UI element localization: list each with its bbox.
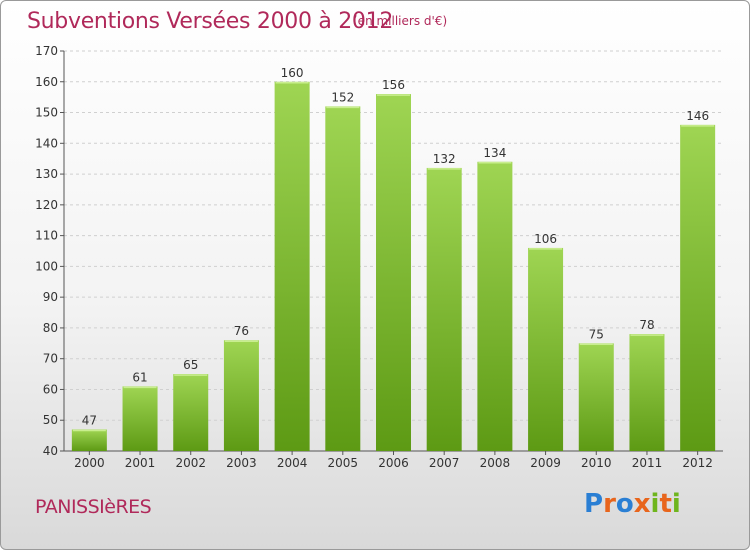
bar [680,124,716,451]
bar [629,334,665,451]
bar [477,161,513,451]
bars [71,81,716,452]
data-label: 132 [433,152,456,166]
y-axis-ticks: 40 50 60 70 80 90 100 110 120 130 140 150 160 170 [35,44,64,458]
bar [274,81,310,452]
bar [122,386,158,451]
y-tick-label: 80 [43,321,58,335]
logo-letter: x [633,489,651,519]
x-tick-label: 2006 [378,456,409,470]
bar [376,94,411,452]
x-tick-label: 2001 [125,456,156,470]
x-tick-label: 2012 [682,456,713,470]
logo-letter: i [650,489,660,519]
x-axis-ticks: 2000 2001 2002 2003 2004 2005 2006 2007 2008 2009… [74,451,713,470]
bar [71,429,107,451]
y-tick-label: 170 [35,44,58,58]
chart-title: Subventions Versées 2000 à 2012 [27,9,394,34]
bar [426,167,462,451]
data-label: 78 [639,318,654,332]
x-tick-label: 2003 [226,456,257,470]
data-label: 160 [281,66,304,80]
x-tick-label: 2010 [581,456,612,470]
x-tick-label: 2008 [480,456,511,470]
bar [223,340,259,451]
bar [173,374,209,451]
data-label: 152 [331,90,354,104]
y-tick-label: 70 [43,352,58,366]
y-tick-label: 40 [43,444,58,458]
y-tick-label: 160 [35,75,58,89]
commune-name: PANISSIèRES [35,496,152,518]
y-tick-label: 90 [43,290,58,304]
x-tick-label: 2007 [429,456,460,470]
x-tick-label: 2004 [277,456,308,470]
data-label: 75 [589,327,604,341]
x-tick-label: 2002 [175,456,206,470]
bar [325,106,361,451]
logo-letter: r [603,489,616,519]
y-tick-label: 100 [35,259,58,273]
y-tick-label: 150 [35,106,58,120]
y-tick-label: 50 [43,413,58,427]
data-label: 61 [132,370,147,384]
data-label: 134 [483,146,506,160]
x-tick-label: 2005 [328,456,359,470]
data-labels: 47 61 65 76 160 152 156 132 134 106 75 78 146 [82,66,709,428]
y-tick-label: 60 [43,382,58,396]
data-label: 76 [234,324,249,338]
data-label: 65 [183,358,198,372]
bar [528,247,564,451]
logo-letter: t [659,489,672,519]
y-tick-label: 140 [35,136,58,150]
logo-letter: o [615,489,634,519]
data-label: 156 [382,78,405,92]
data-label: 47 [82,413,97,427]
chart-unit-label: (en milliers d'€) [353,14,448,28]
y-tick-label: 130 [35,167,58,181]
logo-letter: i [671,489,681,519]
y-tick-label: 110 [35,229,58,243]
y-tick-label: 120 [35,198,58,212]
bar [578,343,614,451]
x-tick-label: 2011 [632,456,663,470]
x-tick-label: 2000 [74,456,105,470]
data-label: 106 [534,232,557,246]
data-label: 146 [686,109,709,123]
x-tick-label: 2009 [530,456,561,470]
proxiti-logo: Proxiti [584,489,681,519]
logo-letter: P [584,489,604,519]
